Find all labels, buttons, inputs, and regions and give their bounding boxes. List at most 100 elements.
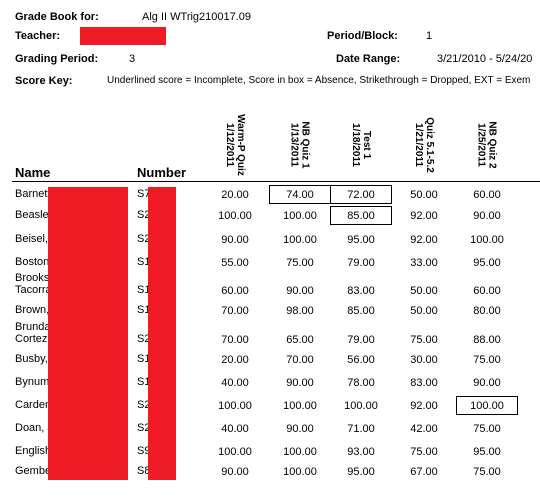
student-name: Doan, J bbox=[15, 422, 53, 434]
score-cell: 92.00 bbox=[410, 400, 438, 412]
score-cell: 75.00 bbox=[473, 423, 501, 435]
student-name: Gembe bbox=[15, 465, 52, 477]
score-cell: 50.00 bbox=[410, 305, 438, 317]
score-cell: 50.00 bbox=[410, 189, 438, 201]
score-cell: 100.00 bbox=[283, 234, 317, 246]
score-cell: 72.00 bbox=[330, 185, 392, 204]
score-cell: 88.00 bbox=[473, 334, 501, 346]
table-row: Brunda Cortez S2 70.00 65.00 79.00 75.00 88.00 bbox=[0, 321, 540, 348]
table-row: Barnett S7 20.00 74.00 72.00 50.00 60.00 bbox=[0, 185, 540, 212]
table-row: Brooks Tacorra S1 60.00 90.00 83.00 50.00 60.0… bbox=[0, 272, 540, 299]
score-cell: 75.00 bbox=[410, 446, 438, 458]
student-name: Carden bbox=[15, 399, 52, 411]
score-cell: 90.00 bbox=[221, 466, 249, 478]
column-title: Test 1 bbox=[361, 130, 372, 160]
student-number: S2 bbox=[137, 209, 151, 221]
student-number: S2 bbox=[137, 333, 151, 345]
grading-period-label: Grading Period: bbox=[15, 53, 99, 65]
student-number: S9 bbox=[137, 445, 151, 457]
score-cell: 33.00 bbox=[410, 257, 438, 269]
score-cell: 83.00 bbox=[347, 285, 375, 297]
table-row: Doan, J S2 40.00 90.00 71.00 42.00 75.00 bbox=[0, 422, 540, 446]
score-cell: 100.00 bbox=[283, 446, 317, 458]
column-date: 1/13/2011 bbox=[288, 123, 300, 167]
column-header-nb-quiz-2: NB Quiz 2 1/25/2011 bbox=[456, 114, 518, 176]
gradebook-course: Alg II WTrig210017.09 bbox=[142, 11, 252, 23]
score-cell: 74.00 bbox=[269, 185, 331, 204]
score-cell: 85.00 bbox=[330, 206, 392, 225]
table-row: Carden S2 100.00 100.00 100.00 92.00 100.00 bbox=[0, 396, 540, 423]
score-cell: 75.00 bbox=[473, 466, 501, 478]
score-cell: 80.00 bbox=[473, 305, 501, 317]
score-cell: 92.00 bbox=[410, 210, 438, 222]
student-name: Brown, bbox=[15, 304, 50, 316]
column-header-nb-quiz-1: NB Quiz 1 1/13/2011 bbox=[269, 114, 331, 176]
score-cell: 70.00 bbox=[221, 334, 249, 346]
score-cell: 98.00 bbox=[286, 305, 314, 317]
score-key-label: Score Key: bbox=[15, 75, 73, 87]
name-column-header: Name bbox=[15, 165, 51, 180]
grading-period-value: 3 bbox=[129, 53, 136, 65]
table-row: Boston S1 55.00 75.00 79.00 33.00 95.00 bbox=[0, 256, 540, 280]
period-block-value: 1 bbox=[426, 30, 433, 42]
score-cell: 79.00 bbox=[347, 257, 375, 269]
column-header-warm-p-quiz: Warm-P Quiz 1/12/2011 bbox=[204, 114, 266, 176]
score-cell: 75.00 bbox=[410, 334, 438, 346]
score-cell: 71.00 bbox=[347, 423, 375, 435]
column-title: NB Quiz 1 bbox=[299, 121, 311, 169]
table-row: Brown, S1 70.00 98.00 85.00 50.00 80.00 bbox=[0, 304, 540, 328]
teacher-label: Teacher: bbox=[15, 30, 61, 42]
student-id-redaction bbox=[148, 187, 176, 480]
score-cell: 20.00 bbox=[221, 354, 249, 366]
score-cell: 95.00 bbox=[347, 234, 375, 246]
student-name: Bynum bbox=[15, 376, 50, 388]
column-title: Warm-P Quiz bbox=[235, 114, 246, 176]
student-number: S2 bbox=[137, 422, 151, 434]
student-name: English bbox=[15, 445, 52, 457]
student-number: S1 bbox=[137, 376, 151, 388]
score-cell: 100.00 bbox=[283, 466, 317, 478]
student-number: S2 bbox=[137, 233, 151, 245]
score-cell: 79.00 bbox=[347, 334, 375, 346]
student-name: Busby, bbox=[15, 353, 48, 365]
score-cell: 100.00 bbox=[218, 446, 252, 458]
score-cell: 90.00 bbox=[473, 210, 501, 222]
score-cell: 40.00 bbox=[221, 423, 249, 435]
table-row: Gembe S8 90.00 100.00 95.00 67.00 75.00 bbox=[0, 465, 540, 489]
student-name-redaction bbox=[48, 187, 128, 480]
score-cell: 100.00 bbox=[218, 210, 252, 222]
column-title: NB Quiz 2 bbox=[486, 121, 498, 169]
score-cell: 60.00 bbox=[473, 189, 501, 201]
date-range-label: Date Range: bbox=[336, 53, 401, 65]
score-cell: 56.00 bbox=[347, 354, 375, 366]
score-cell: 95.00 bbox=[473, 446, 501, 458]
score-cell: 67.00 bbox=[410, 466, 438, 478]
score-cell: 100.00 bbox=[470, 234, 504, 246]
column-header-test-1: Test 1 1/18/2011 bbox=[330, 114, 392, 176]
number-column-header: Number bbox=[137, 165, 187, 180]
score-cell: 92.00 bbox=[410, 234, 438, 246]
gradebook-label: Grade Book for: bbox=[15, 11, 99, 23]
score-cell: 65.00 bbox=[286, 334, 314, 346]
score-cell: 75.00 bbox=[286, 257, 314, 269]
score-cell: 93.00 bbox=[347, 446, 375, 458]
score-cell: 60.00 bbox=[221, 285, 249, 297]
table-row: Bynum S1 40.00 90.00 78.00 83.00 90.00 bbox=[0, 376, 540, 400]
score-cell: 90.00 bbox=[221, 234, 249, 246]
score-cell: 40.00 bbox=[221, 377, 249, 389]
student-name: Brooks Tacorra bbox=[15, 272, 52, 296]
score-cell: 100.00 bbox=[283, 400, 317, 412]
score-cell: 100.00 bbox=[283, 210, 317, 222]
table-row: Busby, S1 20.00 70.00 56.00 30.00 75.00 bbox=[0, 353, 540, 377]
column-date: 1/25/2011 bbox=[475, 123, 487, 167]
period-block-label: Period/Block: bbox=[327, 30, 398, 42]
score-cell: 90.00 bbox=[286, 423, 314, 435]
score-cell: 95.00 bbox=[347, 466, 375, 478]
student-name: Brunda Cortez bbox=[15, 321, 51, 345]
student-number: S1 bbox=[137, 284, 151, 296]
table-row: Beasley S2 100.00 100.00 85.00 92.00 90.00 bbox=[0, 206, 540, 233]
header-rule bbox=[12, 181, 540, 182]
column-title: Quiz 5.1-5.2 bbox=[423, 117, 435, 173]
score-cell: 95.00 bbox=[473, 257, 501, 269]
